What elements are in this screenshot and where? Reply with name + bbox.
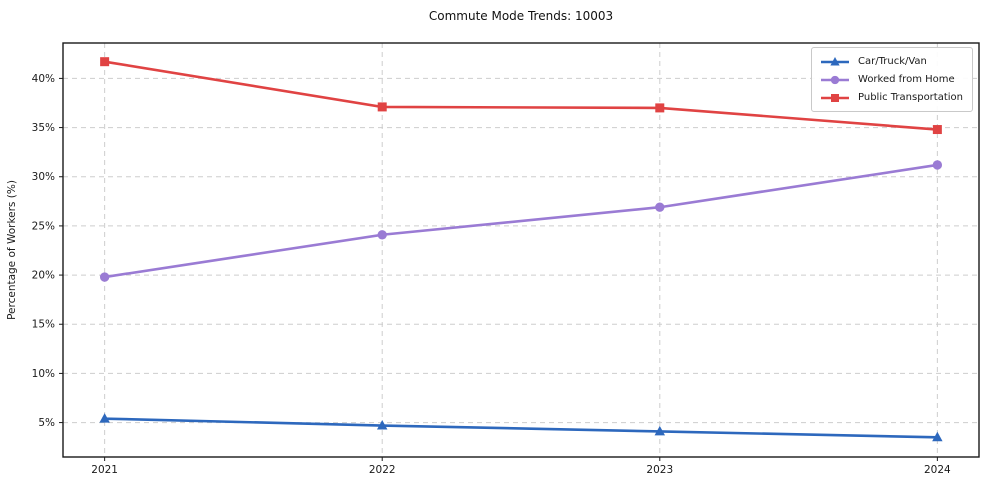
y-tick-label: 35% <box>32 122 55 134</box>
data-point <box>377 230 387 240</box>
data-point <box>932 125 942 135</box>
data-point <box>99 413 110 423</box>
legend: Car/Truck/Van Worked from Home Public Tran… <box>811 47 973 112</box>
data-point <box>932 160 943 170</box>
x-tick-label: 2021 <box>91 464 118 476</box>
grid-lines <box>63 43 979 457</box>
legend-circle-icon <box>821 75 850 84</box>
x-tick-label: 2024 <box>924 464 951 476</box>
data-point <box>100 57 110 67</box>
series-public-transportation <box>100 57 942 135</box>
legend-item: Car/Truck/Van <box>819 54 963 69</box>
data-point <box>99 272 110 282</box>
legend-item: Public Transportation <box>819 90 963 105</box>
data-point <box>654 425 666 436</box>
y-tick-label: 10% <box>32 368 55 380</box>
y-tick-label: 40% <box>32 73 55 85</box>
data-point <box>377 102 387 112</box>
data-point <box>830 56 840 66</box>
chart-title: Commute Mode Trends: 10003 <box>428 9 614 23</box>
series-line <box>103 417 939 439</box>
axis-ticks <box>59 77 938 461</box>
series-line <box>103 60 939 131</box>
data-point <box>655 103 665 113</box>
legend-label: Car/Truck/Van <box>858 56 927 67</box>
y-tick-label: 30% <box>32 171 55 183</box>
legend-label: Public Transportation <box>858 92 963 103</box>
legend-triangle-icon <box>821 56 850 66</box>
series-car-truck-van <box>99 413 943 442</box>
legend-square-icon <box>821 93 850 102</box>
plot-border <box>62 42 980 458</box>
data-point <box>655 202 665 212</box>
data-point <box>830 75 840 84</box>
axis-tick-labels: 5% 10% 15% 20% 25% 30% 35% 40% 2021 2022 2023 2024 <box>32 73 951 476</box>
y-tick-label: 20% <box>32 270 55 282</box>
series-line <box>103 163 939 279</box>
y-axis-label: Percentage of Workers (%) <box>6 180 18 320</box>
x-tick-label: 2023 <box>646 464 673 476</box>
data-point <box>376 419 388 430</box>
series-worked-from-home <box>99 160 943 282</box>
y-tick-label: 15% <box>32 319 55 331</box>
data-point <box>831 93 840 102</box>
legend-label: Worked from Home <box>858 74 955 85</box>
x-tick-label: 2022 <box>369 464 396 476</box>
y-tick-label: 5% <box>38 417 55 429</box>
y-tick-label: 25% <box>32 220 55 232</box>
data-point <box>932 431 943 442</box>
legend-item: Worked from Home <box>819 72 963 87</box>
